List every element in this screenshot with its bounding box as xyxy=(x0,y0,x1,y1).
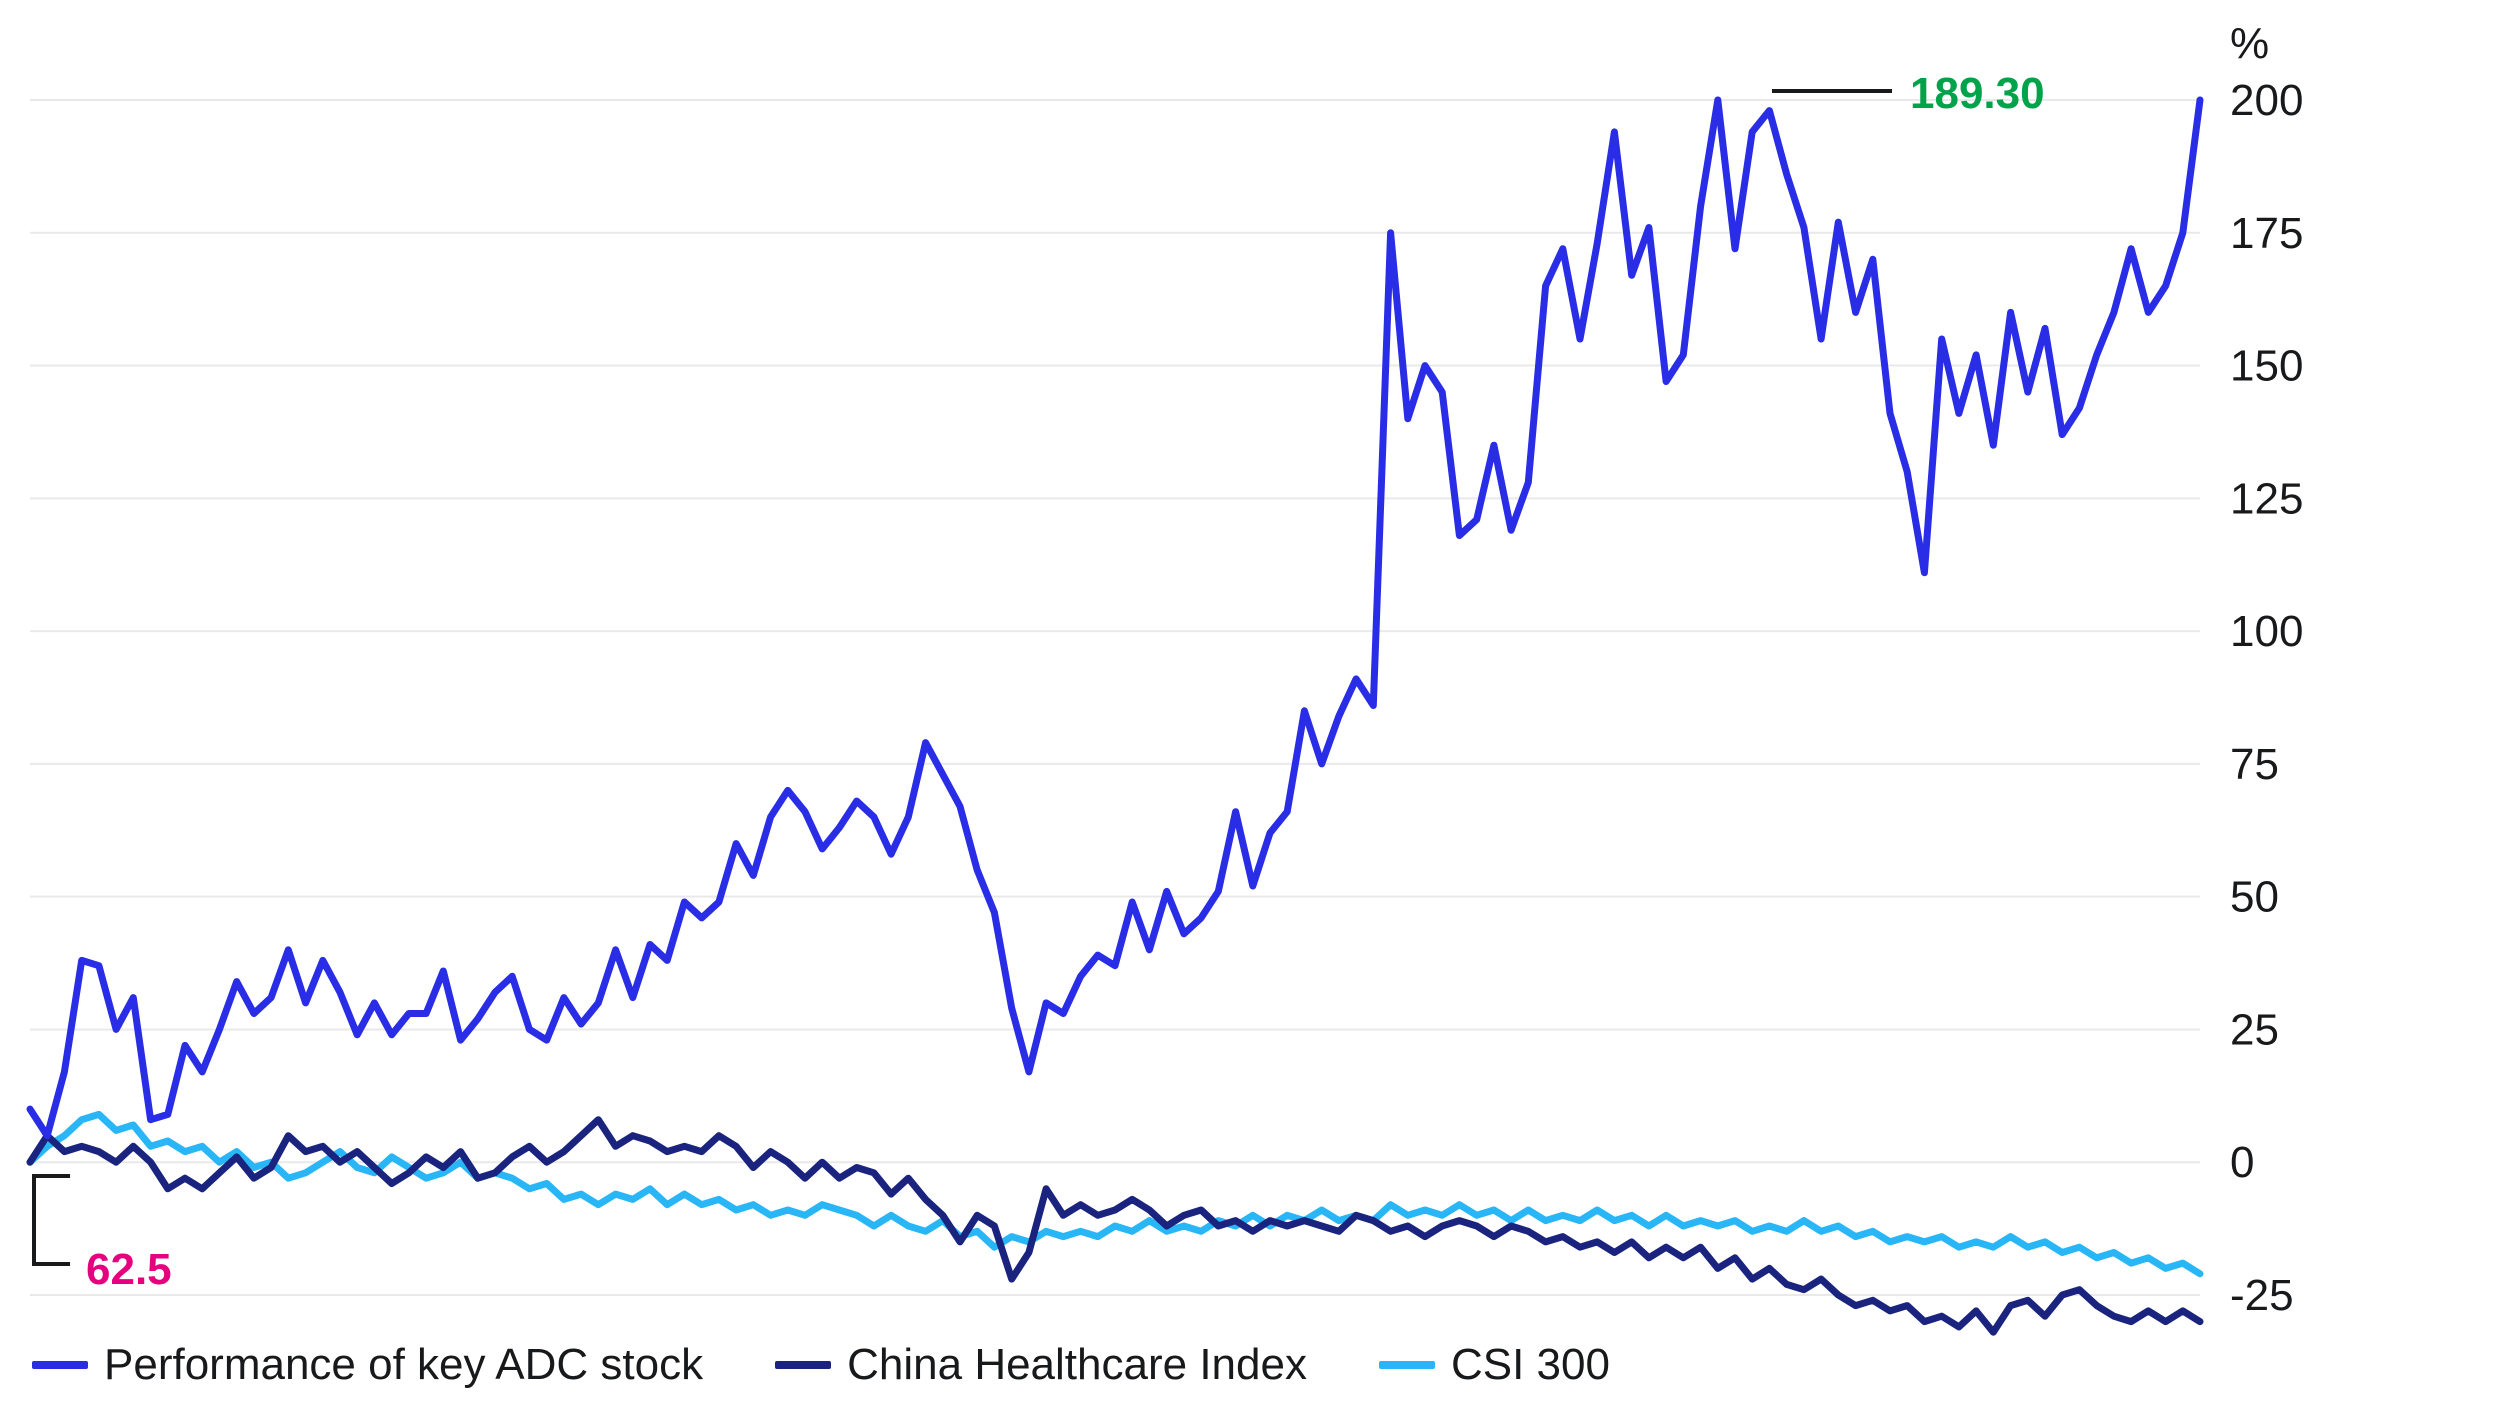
legend-item-csi300: CSI 300 xyxy=(1379,1340,1610,1390)
y-tick-label: 0 xyxy=(2230,1138,2254,1187)
legend-swatch xyxy=(1379,1361,1435,1369)
y-tick-label: 75 xyxy=(2230,740,2279,789)
legend-label: CSI 300 xyxy=(1451,1340,1610,1390)
peak-value-label: 189.30 xyxy=(1910,69,2045,118)
legend-swatch xyxy=(775,1361,831,1369)
legend-label: Performance of key ADC stock xyxy=(104,1340,703,1390)
y-axis-unit: % xyxy=(2230,19,2269,68)
legend-item-china_hc: China Healthcare Index xyxy=(775,1340,1307,1390)
y-tick-label: 200 xyxy=(2230,76,2303,125)
legend-label: China Healthcare Index xyxy=(847,1340,1307,1390)
y-tick-label: 125 xyxy=(2230,474,2303,523)
y-tick-label: -25 xyxy=(2230,1271,2294,1320)
legend-item-adc: Performance of key ADC stock xyxy=(32,1340,703,1390)
label-625: 62.5 xyxy=(86,1245,172,1294)
y-tick-label: 150 xyxy=(2230,342,2303,391)
chart-legend: Performance of key ADC stock China Health… xyxy=(32,1340,1610,1390)
y-tick-label: 100 xyxy=(2230,607,2303,656)
chart-container: -25 0 25 50 75 100 125 150 175 200% 189.30 62.5 Per… xyxy=(0,0,2496,1404)
legend-swatch xyxy=(32,1361,88,1369)
line-chart: -25 0 25 50 75 100 125 150 175 200% 189.30 62.5 xyxy=(0,0,2496,1404)
y-tick-label: 175 xyxy=(2230,209,2303,258)
y-tick-label: 50 xyxy=(2230,873,2279,922)
y-tick-label: 25 xyxy=(2230,1005,2279,1054)
